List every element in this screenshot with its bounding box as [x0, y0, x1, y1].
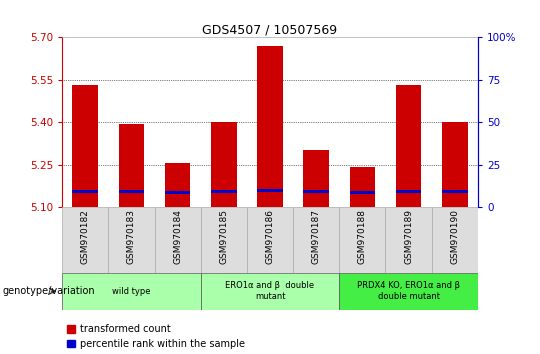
Bar — [211, 122, 237, 207]
Bar — [293, 207, 339, 273]
Text: wild type: wild type — [112, 287, 151, 296]
Bar — [442, 190, 468, 194]
Bar — [119, 124, 144, 207]
Title: GDS4507 / 10507569: GDS4507 / 10507569 — [202, 23, 338, 36]
Bar — [247, 207, 293, 273]
Bar — [339, 273, 478, 310]
Bar — [396, 85, 421, 207]
Bar — [72, 189, 98, 193]
Text: GSM970190: GSM970190 — [450, 209, 460, 264]
Bar — [119, 190, 144, 194]
Bar — [442, 122, 468, 207]
Bar — [201, 273, 339, 310]
Bar — [109, 207, 154, 273]
Bar — [339, 207, 386, 273]
Bar — [303, 150, 329, 207]
Text: genotype/variation: genotype/variation — [3, 286, 96, 296]
Text: GSM970182: GSM970182 — [80, 209, 90, 264]
Bar — [257, 46, 283, 207]
Bar — [303, 190, 329, 194]
Text: GSM970183: GSM970183 — [127, 209, 136, 264]
Bar — [201, 207, 247, 273]
Bar — [165, 163, 190, 207]
Text: GSM970189: GSM970189 — [404, 209, 413, 264]
Bar — [72, 85, 98, 207]
Bar — [257, 189, 283, 192]
Text: GSM970188: GSM970188 — [358, 209, 367, 264]
Bar — [211, 190, 237, 194]
Bar — [386, 207, 431, 273]
Legend: transformed count, percentile rank within the sample: transformed count, percentile rank withi… — [67, 324, 245, 349]
Text: ERO1α and β  double
mutant: ERO1α and β double mutant — [225, 281, 315, 301]
Bar — [350, 191, 375, 194]
Bar — [62, 273, 201, 310]
Bar — [165, 191, 190, 194]
Text: GSM970185: GSM970185 — [219, 209, 228, 264]
Bar — [62, 207, 109, 273]
Bar — [350, 167, 375, 207]
Bar — [154, 207, 201, 273]
Text: GSM970186: GSM970186 — [266, 209, 274, 264]
Text: PRDX4 KO, ERO1α and β
double mutant: PRDX4 KO, ERO1α and β double mutant — [357, 281, 460, 301]
Text: GSM970184: GSM970184 — [173, 209, 182, 264]
Text: GSM970187: GSM970187 — [312, 209, 321, 264]
Bar — [431, 207, 478, 273]
Bar — [396, 190, 421, 194]
